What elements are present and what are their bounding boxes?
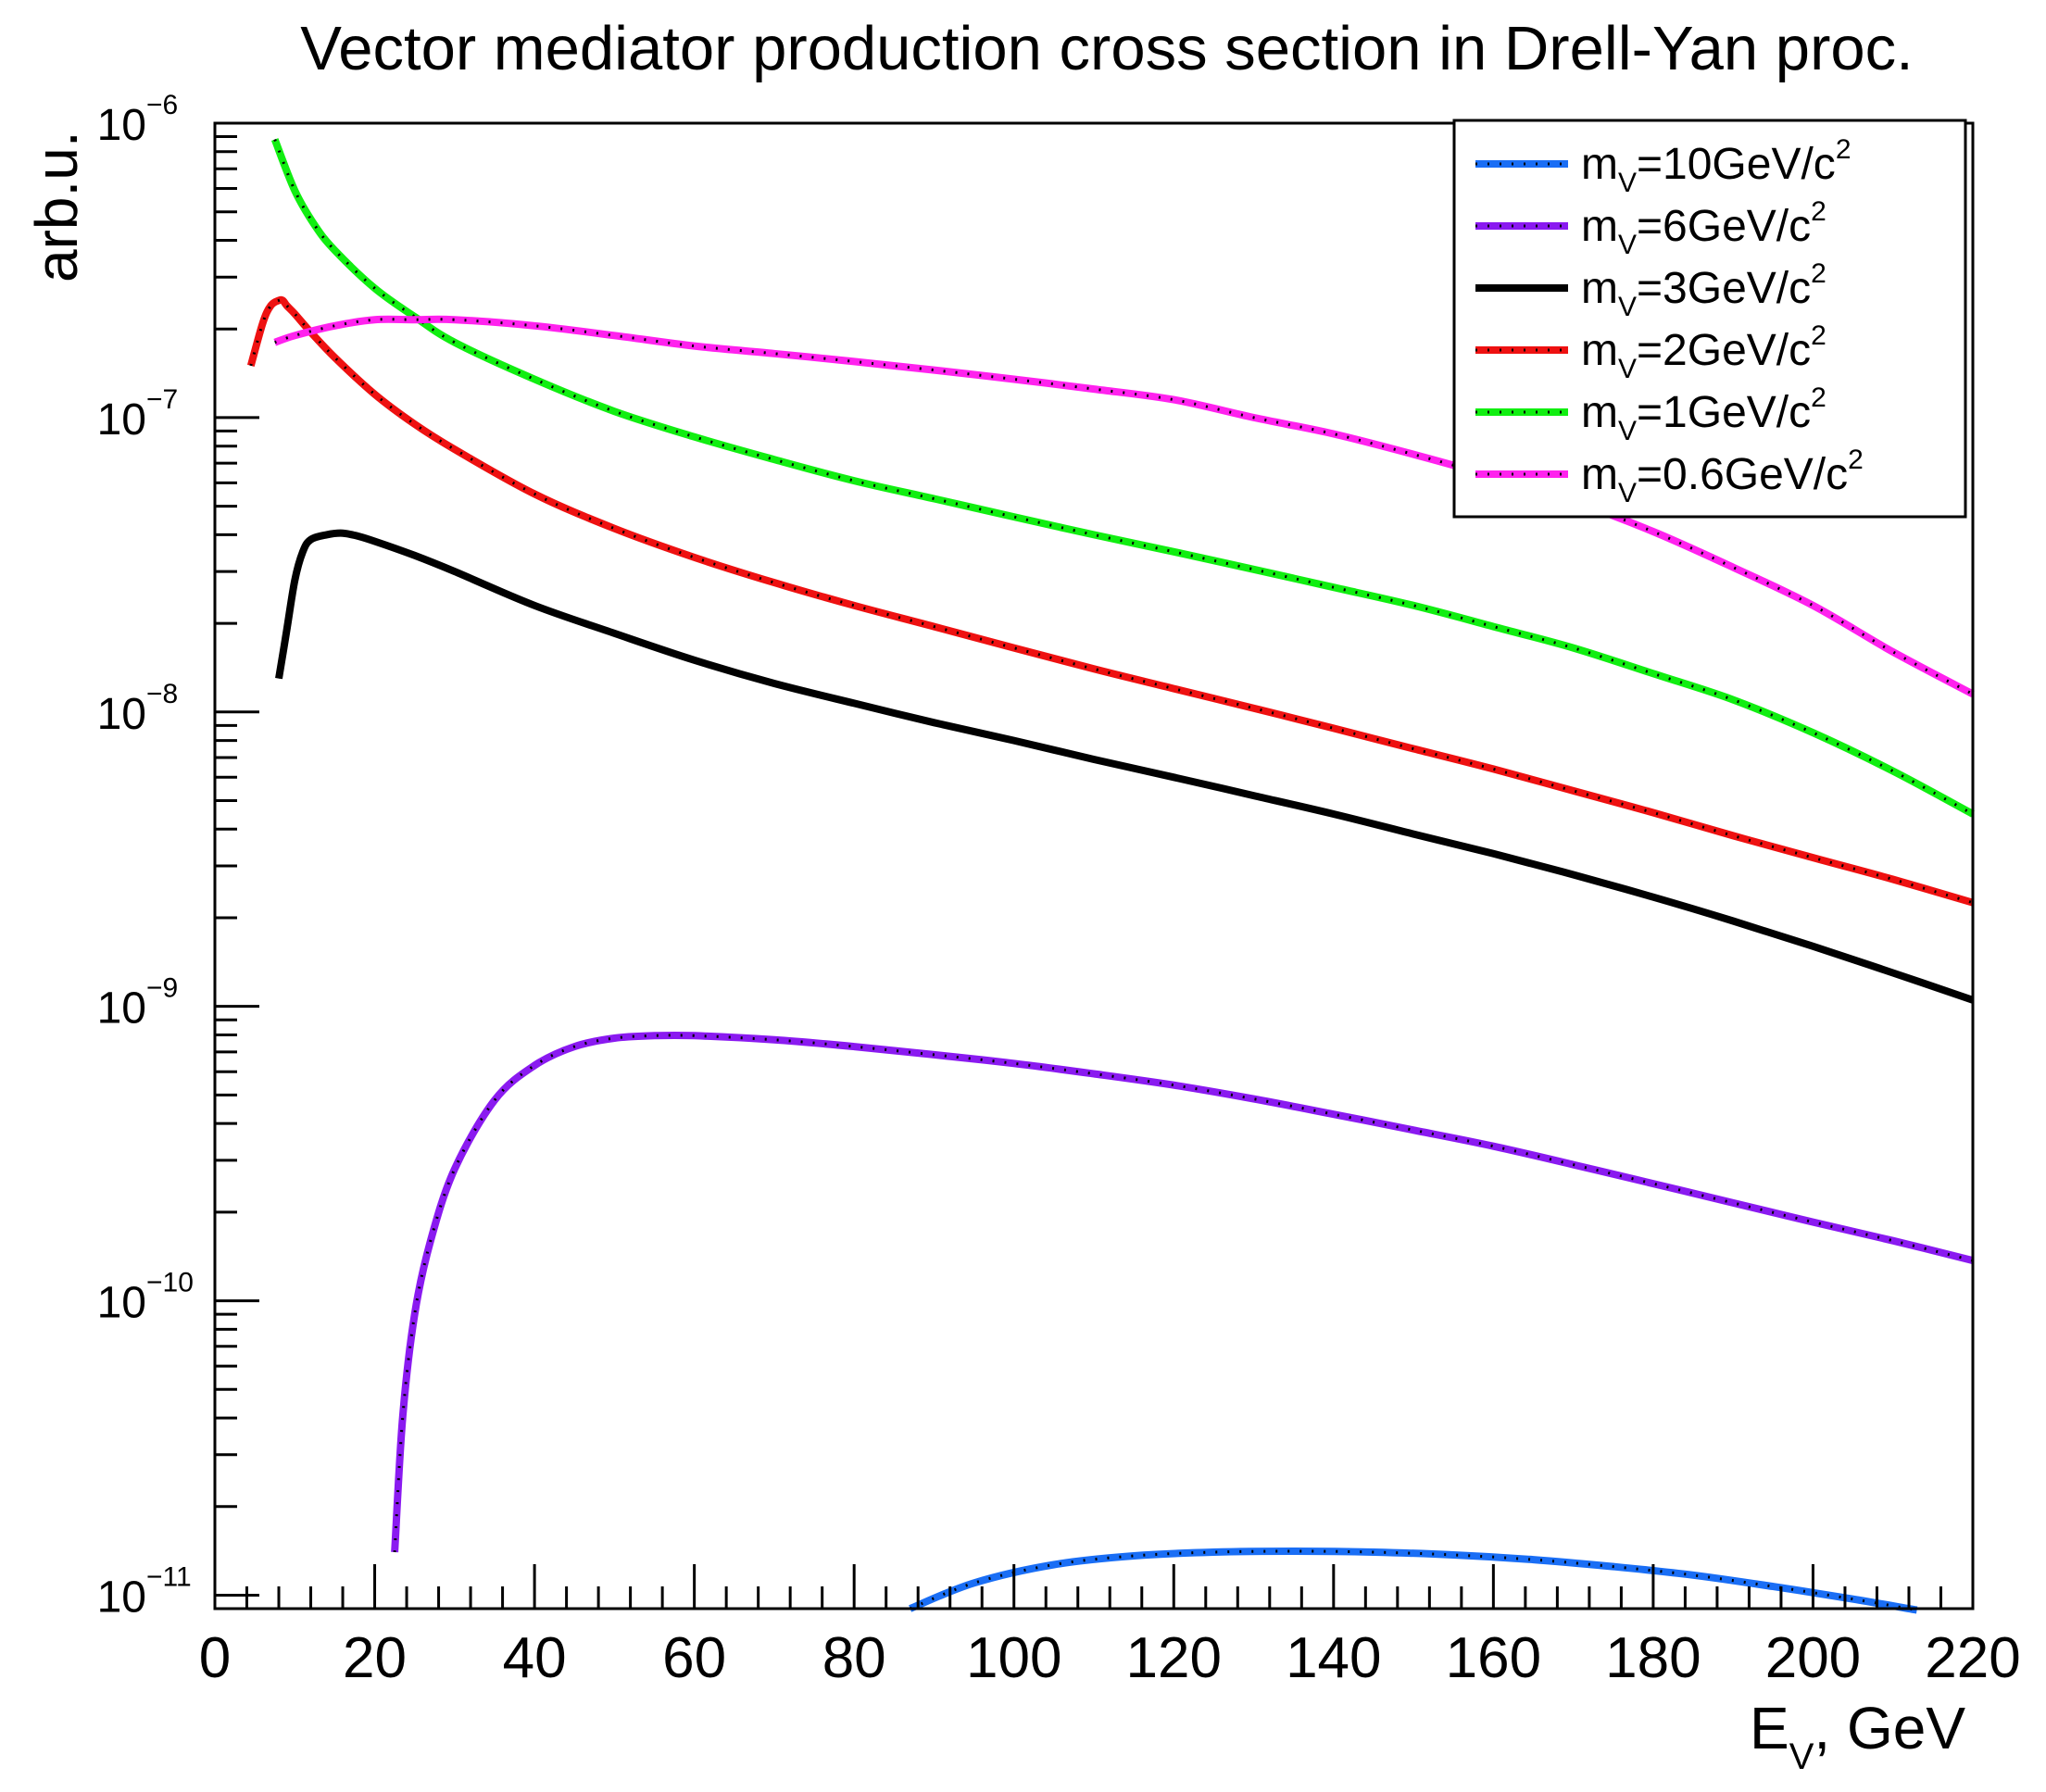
y-tick-label: 10 bbox=[97, 101, 146, 150]
y-tick-exponent: −8 bbox=[146, 679, 178, 709]
x-axis: 0 20 40 60 80 100 120 140 160 180 200 220 bbox=[199, 1564, 2021, 1690]
x-tick-label: 60 bbox=[662, 1626, 726, 1690]
chart-title: Vector mediator production cross section… bbox=[300, 14, 1914, 83]
series-line-1 bbox=[391, 1031, 1974, 1553]
x-tick-label: 20 bbox=[343, 1626, 407, 1690]
x-axis-label-sub: V bbox=[1789, 1736, 1814, 1777]
y-tick-label: 10 bbox=[97, 984, 146, 1034]
series-line-2 bbox=[275, 529, 1975, 1004]
x-tick-label: 200 bbox=[1765, 1626, 1861, 1690]
x-tick-label: 40 bbox=[503, 1626, 567, 1690]
x-tick-label: 220 bbox=[1925, 1626, 2020, 1690]
y-tick-exponent: −7 bbox=[146, 384, 178, 415]
legend-label-4: mV=1GeV/c2 bbox=[1581, 382, 1826, 446]
x-axis-label-rest: , GeV bbox=[1814, 1695, 1965, 1761]
legend-label-1: mV=6GeV/c2 bbox=[1581, 196, 1826, 260]
legend: mV=10GeV/c2mV=6GeV/c2mV=3GeV/c2mV=2GeV/c… bbox=[1452, 119, 1967, 519]
y-tick-exponent: −10 bbox=[146, 1268, 194, 1298]
y-axis-label: arb.u. bbox=[23, 131, 90, 282]
x-tick-label: 120 bbox=[1126, 1626, 1222, 1690]
legend-label-3: mV=2GeV/c2 bbox=[1581, 320, 1826, 384]
x-axis-label: EV, GeV bbox=[1750, 1695, 1965, 1777]
x-tick-label: 180 bbox=[1605, 1626, 1701, 1690]
legend-label-2: mV=3GeV/c2 bbox=[1581, 258, 1826, 322]
series-line-3 bbox=[246, 295, 1975, 907]
y-tick-label: 10 bbox=[97, 1279, 146, 1328]
y-tick-label: 10 bbox=[97, 395, 146, 445]
series-dots-5 bbox=[274, 318, 1974, 695]
x-tick-label: 160 bbox=[1446, 1626, 1541, 1690]
series-line-0 bbox=[909, 1548, 1918, 1614]
legend-label-0: mV=10GeV/c2 bbox=[1581, 134, 1851, 198]
legend-box bbox=[1452, 119, 1967, 519]
x-tick-label: 100 bbox=[966, 1626, 1061, 1690]
x-tick-label: 80 bbox=[822, 1626, 886, 1690]
y-tick-exponent: −6 bbox=[146, 90, 178, 120]
series-line-4 bbox=[270, 138, 1975, 818]
x-tick-label: 140 bbox=[1286, 1626, 1381, 1690]
x-axis-label-main: E bbox=[1750, 1695, 1789, 1761]
y-tick-exponent: −11 bbox=[146, 1561, 192, 1592]
y-tick-label: 10 bbox=[97, 1573, 146, 1622]
x-tick-label: 0 bbox=[199, 1626, 231, 1690]
legend-label-5: mV=0.6GeV/c2 bbox=[1581, 445, 1864, 508]
y-tick-label: 10 bbox=[97, 690, 146, 739]
y-tick-exponent: −9 bbox=[146, 973, 178, 1004]
series-dots-1 bbox=[393, 1034, 1974, 1553]
plot-lines bbox=[246, 138, 1975, 1614]
